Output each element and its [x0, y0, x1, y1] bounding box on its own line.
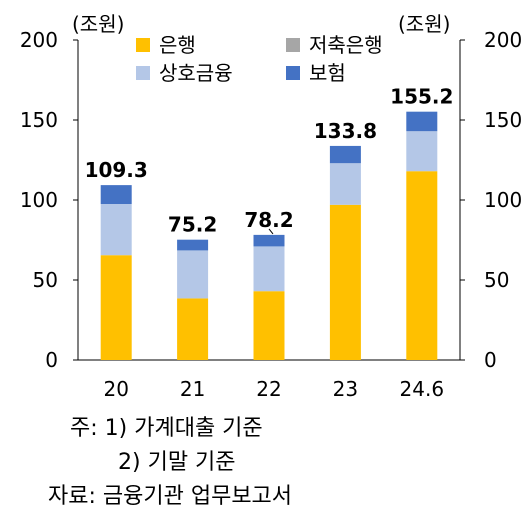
y-tick-label-right: 50 [484, 268, 509, 292]
label-leader-line [268, 228, 274, 235]
y-tick-label-left: 50 [33, 268, 58, 292]
legend-swatch [286, 38, 300, 52]
total-data-label: 75.2 [168, 213, 217, 237]
y-tick-label-right: 150 [484, 108, 522, 132]
legend-label: 저축은행 [309, 33, 383, 57]
total-data-label: 155.2 [390, 85, 453, 109]
y-unit-label-right: (조원) [398, 12, 450, 36]
x-tick-label: 24.6 [400, 377, 445, 401]
y-tick-label-left: 150 [20, 108, 58, 132]
bar-segment [100, 255, 132, 360]
legend-swatch [136, 38, 150, 52]
bar-segment [253, 291, 285, 360]
bar-segment [177, 250, 209, 299]
legend-label: 보험 [309, 61, 346, 85]
x-tick-label: 22 [256, 377, 281, 401]
y-tick-label-left: 100 [20, 188, 58, 212]
total-data-label: 78.2 [244, 208, 293, 232]
bar-segment [177, 239, 209, 251]
y-tick-label-left: 0 [45, 348, 58, 372]
bar-segment [329, 204, 361, 360]
bar-segment [100, 185, 132, 204]
bar-segment [406, 111, 438, 132]
legend-label: 은행 [159, 33, 196, 57]
y-tick-label-right: 100 [484, 188, 522, 212]
x-tick-label: 20 [103, 377, 128, 401]
bar-segment [177, 298, 209, 360]
bar-segment [253, 246, 285, 292]
bar-segment [406, 131, 438, 172]
total-data-label: 109.3 [85, 158, 148, 182]
x-tick-label: 21 [180, 377, 205, 401]
total-data-label: 133.8 [314, 119, 377, 143]
y-unit-label-left: (조원) [72, 12, 124, 36]
y-tick-label-right: 0 [484, 348, 497, 372]
x-tick-label: 23 [333, 377, 358, 401]
y-tick-label-left: 200 [20, 28, 58, 52]
bar-segment [329, 163, 361, 205]
bar-segment [100, 204, 132, 256]
legend-swatch [286, 66, 300, 80]
legend-label: 상호금융 [159, 61, 233, 85]
bar-segment [253, 234, 285, 247]
legend-swatch [136, 66, 150, 80]
bar-segment [406, 171, 438, 360]
bar-segment [329, 145, 361, 164]
y-tick-label-right: 200 [484, 28, 522, 52]
